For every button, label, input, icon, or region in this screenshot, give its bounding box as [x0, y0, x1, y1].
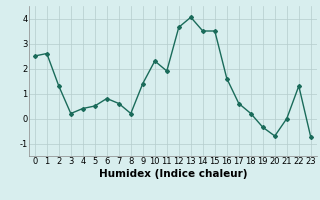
X-axis label: Humidex (Indice chaleur): Humidex (Indice chaleur): [99, 169, 247, 179]
